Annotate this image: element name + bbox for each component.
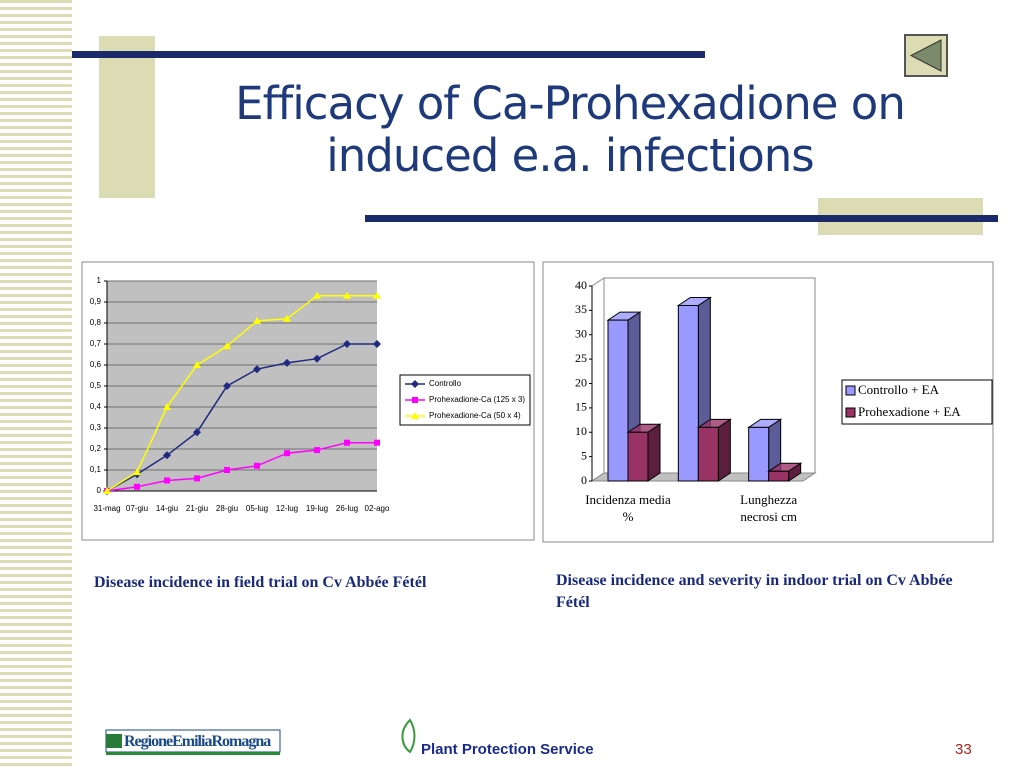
legend-swatch	[845, 385, 856, 396]
y-tick-label: 0,5	[90, 381, 102, 390]
bar	[697, 426, 719, 482]
bar-side	[647, 423, 661, 482]
marker	[103, 487, 111, 494]
caption: Disease incidence and severity in indoor…	[556, 572, 953, 611]
x-tick-label: 28-giu	[216, 504, 238, 513]
marker	[134, 483, 140, 490]
marker	[283, 314, 291, 322]
y-tick-label: 0,4	[90, 402, 102, 411]
marker	[313, 354, 321, 363]
leaf-icon	[401, 718, 416, 754]
logo-bar	[106, 752, 280, 755]
accent-line	[365, 215, 998, 222]
side-stripes	[0, 0, 72, 768]
marker	[193, 428, 201, 437]
y-tick-label: 0,7	[90, 339, 102, 348]
y-tick-label: 0,1	[90, 465, 102, 474]
y-tick-label: 30	[575, 327, 587, 341]
logo-mark	[106, 734, 122, 748]
marker	[193, 361, 201, 368]
y-tick-label: 0	[581, 473, 587, 487]
marker	[373, 340, 381, 348]
marker	[343, 340, 351, 348]
marker	[223, 342, 231, 350]
bar	[748, 426, 770, 482]
back-arrow[interactable]	[909, 39, 942, 72]
legend-swatch	[845, 407, 856, 418]
y-tick-label: 0,8	[90, 318, 102, 327]
y-tick-label: 40	[575, 278, 587, 292]
marker	[411, 412, 419, 419]
bar	[607, 319, 629, 482]
y-tick-label: 5	[581, 448, 587, 462]
marker	[253, 365, 261, 374]
series-line	[106, 294, 377, 492]
marker	[313, 291, 321, 299]
marker	[412, 397, 418, 403]
legend-label: Prohexadione + EA	[858, 404, 961, 419]
y-tick-label: 25	[575, 351, 587, 365]
y-tick-label: 0,2	[90, 444, 102, 453]
marker	[194, 475, 200, 482]
marker	[344, 439, 350, 446]
marker	[163, 403, 171, 410]
marker	[411, 380, 419, 388]
bar	[768, 470, 790, 482]
x-tick-label: 14-giu	[156, 504, 178, 513]
y-tick-label: 35	[575, 302, 587, 316]
marker	[343, 291, 351, 299]
accent-line	[72, 51, 705, 58]
legend-label: Prohexadione-Ca (125 x 3)	[429, 395, 525, 404]
series-line	[106, 343, 377, 492]
marker	[223, 382, 231, 390]
marker	[133, 468, 141, 476]
marker	[283, 358, 291, 367]
marker	[373, 291, 381, 299]
x-tick-label: Lunghezza necrosi cm	[740, 492, 798, 524]
legend-label: Controllo + EA	[858, 382, 940, 397]
marker	[253, 316, 261, 324]
y-tick-label: 20	[575, 375, 587, 389]
x-tick-label: 07-giu	[126, 504, 148, 513]
y-tick-label: 0,9	[90, 297, 102, 306]
bar-side	[717, 418, 731, 482]
slide-title: Efficacy of Ca-Prohexadione on induced e…	[235, 77, 906, 182]
y-tick-label: 0,6	[90, 360, 102, 369]
x-tick-label: Incidenza media %	[585, 492, 671, 524]
x-tick-label: 31-mag	[93, 504, 120, 513]
marker	[224, 467, 230, 473]
footer-service: Plant Protection Service	[421, 741, 594, 758]
marker	[374, 439, 380, 446]
marker	[254, 462, 260, 469]
x-tick-label: 02-ago	[365, 504, 390, 513]
legend-box	[841, 379, 993, 425]
side-wall	[591, 277, 605, 482]
page-number: 33	[955, 741, 972, 758]
legend-label: Controllo	[429, 379, 462, 388]
series-line	[106, 441, 377, 492]
legend-label: Prohexadione-Ca (50 x 4)	[429, 411, 521, 420]
marker	[284, 450, 290, 457]
marker	[163, 451, 171, 460]
logo-text: RegioneEmiliaRomagna	[124, 733, 271, 750]
accent-block	[99, 36, 155, 198]
y-tick-label: 0,3	[90, 423, 102, 432]
y-tick-label: 0	[97, 486, 102, 495]
x-tick-label: 21-giu	[186, 504, 208, 513]
caption: Disease incidence in field trial on Cv A…	[94, 574, 427, 591]
y-tick-label: 15	[575, 400, 587, 414]
x-tick-label: 26-lug	[336, 504, 358, 513]
bar	[627, 431, 649, 482]
x-tick-label: 12-lug	[276, 504, 298, 513]
y-tick-label: 1	[97, 276, 102, 285]
x-tick-label: 19-lug	[306, 504, 328, 513]
marker	[314, 447, 320, 454]
bar	[677, 305, 699, 482]
y-tick-label: 10	[575, 424, 587, 438]
marker	[164, 477, 170, 484]
x-tick-label: 05-lug	[246, 504, 268, 513]
